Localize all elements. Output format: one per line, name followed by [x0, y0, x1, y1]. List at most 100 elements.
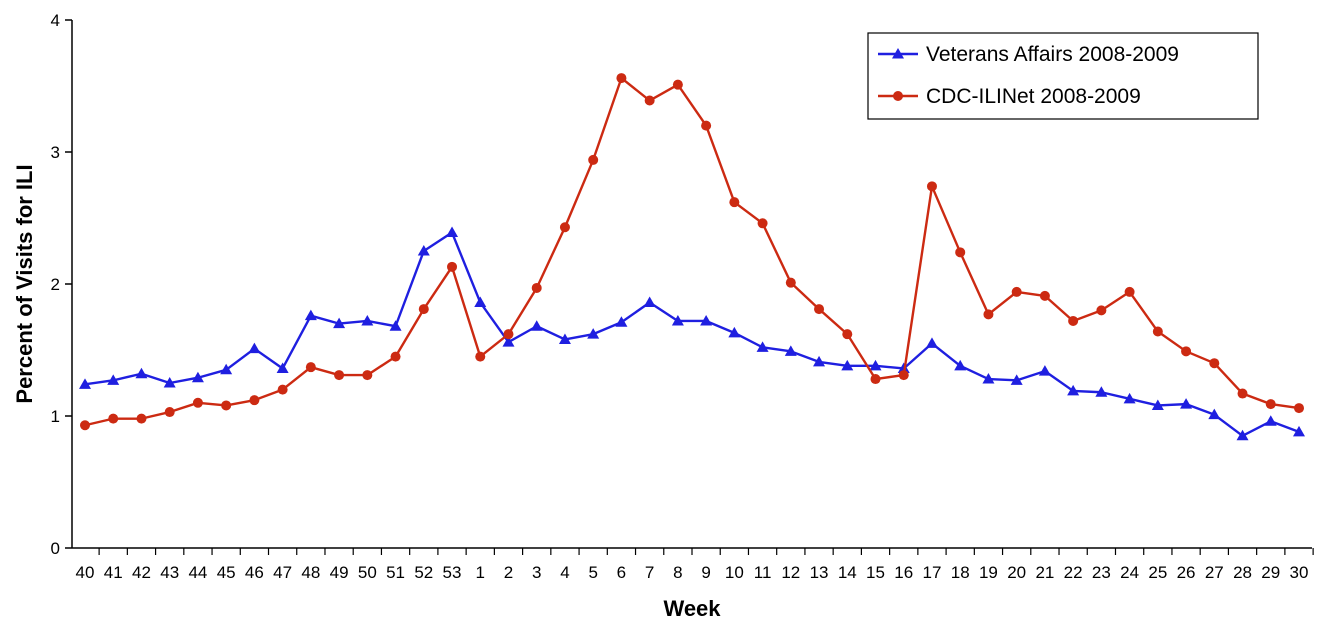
data-point — [192, 397, 203, 408]
data-point — [1294, 403, 1304, 414]
data-point — [1151, 399, 1164, 410]
data-point — [163, 377, 176, 388]
x-tick-label: 6 — [617, 563, 626, 582]
data-point — [80, 420, 90, 431]
data-point — [277, 384, 288, 395]
data-point — [531, 282, 542, 293]
x-tick-label: 52 — [414, 563, 433, 582]
data-point — [784, 345, 797, 356]
x-tick-label: 28 — [1233, 563, 1252, 582]
data-point — [728, 326, 741, 338]
x-tick-label: 25 — [1148, 563, 1167, 582]
data-point — [249, 395, 260, 406]
y-tick-label: 4 — [51, 11, 60, 30]
data-point — [955, 247, 966, 258]
series-2 — [80, 73, 1304, 431]
x-tick-label: 1 — [476, 563, 485, 582]
data-point — [1236, 429, 1249, 441]
x-tick-label: 27 — [1205, 563, 1224, 582]
x-tick-label: 45 — [217, 563, 236, 582]
data-point — [79, 378, 91, 389]
legend-marker — [893, 91, 903, 101]
data-point — [136, 413, 147, 424]
data-point — [701, 120, 712, 131]
data-point — [643, 296, 656, 307]
x-tick-label: 19 — [979, 563, 998, 582]
data-point — [191, 371, 204, 383]
series-line — [84, 231, 1300, 437]
data-point — [1011, 286, 1022, 297]
data-point — [615, 316, 628, 327]
series-1 — [79, 226, 1305, 441]
data-point — [362, 370, 373, 381]
series-line — [84, 76, 1300, 427]
y-tick-label: 2 — [51, 275, 60, 294]
y-axis-title: Percent of Visits for ILI — [12, 164, 37, 403]
x-tick-label: 3 — [532, 563, 541, 582]
x-tick-label: 18 — [951, 563, 970, 582]
data-point — [898, 370, 909, 381]
data-point — [305, 362, 316, 373]
x-axis-title: Week — [663, 596, 721, 621]
data-point — [870, 374, 881, 385]
legend-label: Veterans Affairs 2008-2009 — [926, 43, 1179, 66]
data-point — [1152, 326, 1163, 337]
x-tick-label: 8 — [673, 563, 682, 582]
data-point — [925, 337, 938, 348]
y-axis-ticks: 0 1 2 3 4 — [51, 11, 72, 558]
data-point — [644, 95, 655, 106]
data-point — [248, 342, 261, 354]
x-tick-label: 43 — [160, 563, 179, 582]
data-point — [588, 154, 599, 165]
data-point — [1068, 315, 1079, 326]
data-point — [954, 359, 967, 371]
x-tick-label: 40 — [76, 563, 95, 582]
data-point — [1123, 392, 1136, 404]
data-point — [135, 367, 148, 379]
x-tick-label: 53 — [443, 563, 462, 582]
data-point — [276, 362, 289, 373]
x-tick-label: 20 — [1007, 563, 1026, 582]
x-tick-label: 2 — [504, 563, 513, 582]
x-tick-label: 10 — [725, 563, 744, 582]
x-tick-label: 5 — [588, 563, 597, 582]
legend: Veterans Affairs 2008-2009 CDC-ILINet 200… — [867, 32, 1259, 120]
x-tick-label: 15 — [866, 563, 885, 582]
data-point — [587, 328, 600, 339]
data-point — [1265, 399, 1276, 410]
data-point — [108, 413, 119, 424]
x-tick-label: 48 — [301, 563, 320, 582]
x-tick-label: 21 — [1035, 563, 1054, 582]
x-axis-ticks: 40 41 42 43 44 45 46 47 48 49 50 51 52 53 1 2 3 4 5 6 7 8 9 10 1… — [76, 548, 1314, 582]
x-tick-label: 11 — [754, 563, 772, 582]
data-point — [304, 309, 317, 321]
data-point — [220, 363, 233, 375]
x-tick-label: 30 — [1290, 563, 1309, 582]
x-tick-label: 22 — [1064, 563, 1083, 582]
data-point — [559, 222, 570, 233]
x-tick-label: 47 — [273, 563, 292, 582]
data-point — [1209, 358, 1220, 369]
data-point — [1010, 374, 1023, 385]
x-tick-label: 41 — [104, 563, 123, 582]
x-tick-label: 4 — [560, 563, 569, 582]
data-point — [1208, 408, 1221, 420]
data-point — [107, 374, 120, 385]
data-point — [813, 355, 826, 367]
data-point — [334, 370, 345, 381]
y-tick-label: 3 — [51, 143, 60, 162]
data-point — [1038, 365, 1051, 376]
y-tick-label: 0 — [51, 539, 60, 558]
data-point — [1039, 290, 1050, 301]
data-point — [390, 351, 401, 362]
data-point — [221, 400, 232, 411]
legend-box — [867, 32, 1259, 120]
x-tick-label: 16 — [894, 563, 913, 582]
data-point — [729, 197, 740, 208]
x-tick-label: 13 — [810, 563, 829, 582]
y-tick-label: 1 — [51, 407, 60, 426]
x-tick-label: 7 — [645, 563, 654, 582]
legend-item: Veterans Affairs 2008-2009 — [878, 43, 1179, 66]
x-tick-label: 29 — [1261, 563, 1280, 582]
